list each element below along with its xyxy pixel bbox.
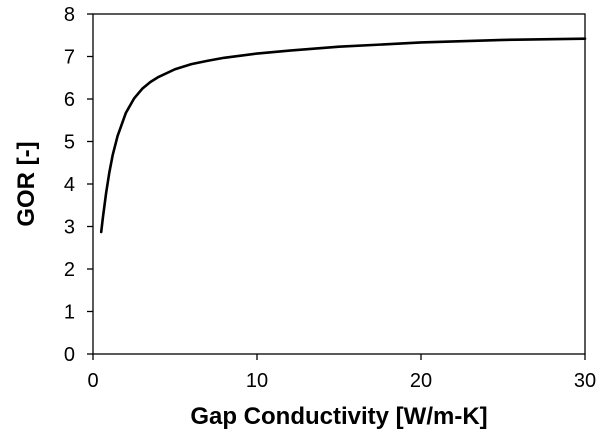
y-tick-label: 3 [64,217,75,239]
y-tick-label: 8 [64,4,75,26]
y-tick-label: 6 [64,89,75,111]
x-tick-label: 10 [246,370,268,392]
x-tick-label: 30 [574,370,596,392]
series-layer [99,37,587,234]
y-tick-label: 7 [64,47,75,69]
y-tick-label: 1 [64,302,75,324]
x-tick-label: 20 [410,370,432,392]
y-tick-label: 4 [64,174,75,196]
x-tick-label: 0 [87,370,98,392]
series-line-0 [99,37,587,234]
plot-frame [92,13,586,355]
y-tick-label: 0 [64,344,75,366]
x-axis-title: Gap Conductivity [W/m-K] [190,403,487,430]
y-tick-label: 5 [64,132,75,154]
x-axis-ticks: 0 10 20 30 [87,354,596,392]
y-tick-label: 2 [64,259,75,281]
y-axis-title: GOR [-] [13,141,40,226]
y-axis-ticks: 0 1 2 3 4 5 6 7 8 [64,4,93,366]
